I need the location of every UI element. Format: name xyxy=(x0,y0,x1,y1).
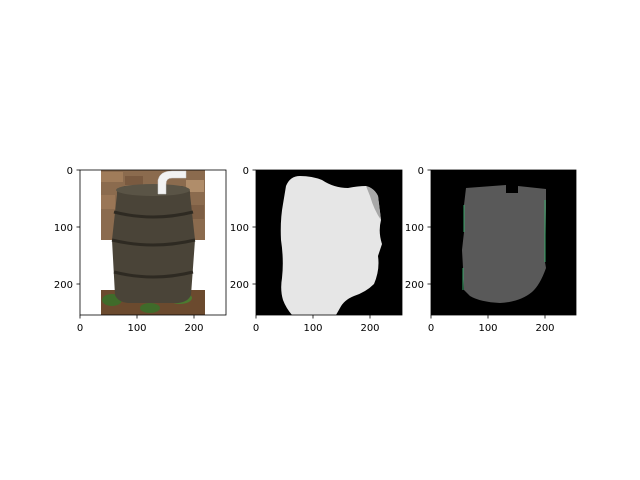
x-tick-label: 0 xyxy=(77,323,83,334)
x-tick-label: 0 xyxy=(253,323,259,334)
y-tick-label: 100 xyxy=(405,223,424,234)
panel-3-prediction: 0 100 200 0 100 200 xyxy=(405,166,577,334)
x-axis: 0 100 200 xyxy=(253,315,380,334)
x-tick-label: 200 xyxy=(360,323,379,334)
y-axis: 0 100 200 xyxy=(405,166,431,291)
y-tick-label: 200 xyxy=(54,280,73,291)
prediction-image xyxy=(431,170,576,315)
axes-frame xyxy=(255,169,403,316)
photo-image xyxy=(80,170,226,315)
x-tick-label: 200 xyxy=(184,323,203,334)
y-axis: 0 100 200 xyxy=(230,166,256,291)
mask-image xyxy=(256,170,402,315)
axes-frame xyxy=(430,169,577,316)
y-tick-label: 200 xyxy=(405,280,424,291)
x-axis: 0 100 200 xyxy=(428,315,555,334)
y-tick-label: 0 xyxy=(243,166,249,177)
x-tick-label: 100 xyxy=(478,323,497,334)
y-tick-label: 100 xyxy=(230,223,249,234)
x-tick-label: 100 xyxy=(303,323,322,334)
x-axis: 0 100 200 xyxy=(77,315,204,334)
panel-1-photo: 0 100 200 0 100 200 xyxy=(54,166,227,334)
axes-frame xyxy=(79,169,227,316)
y-tick-label: 100 xyxy=(54,223,73,234)
y-tick-label: 0 xyxy=(418,166,424,177)
panel-2-mask: 0 100 200 0 100 200 xyxy=(230,166,403,334)
y-axis: 0 100 200 xyxy=(54,166,80,291)
y-tick-label: 0 xyxy=(67,166,73,177)
x-tick-label: 0 xyxy=(428,323,434,334)
x-tick-label: 200 xyxy=(535,323,554,334)
x-tick-label: 100 xyxy=(127,323,146,334)
y-tick-label: 200 xyxy=(230,280,249,291)
